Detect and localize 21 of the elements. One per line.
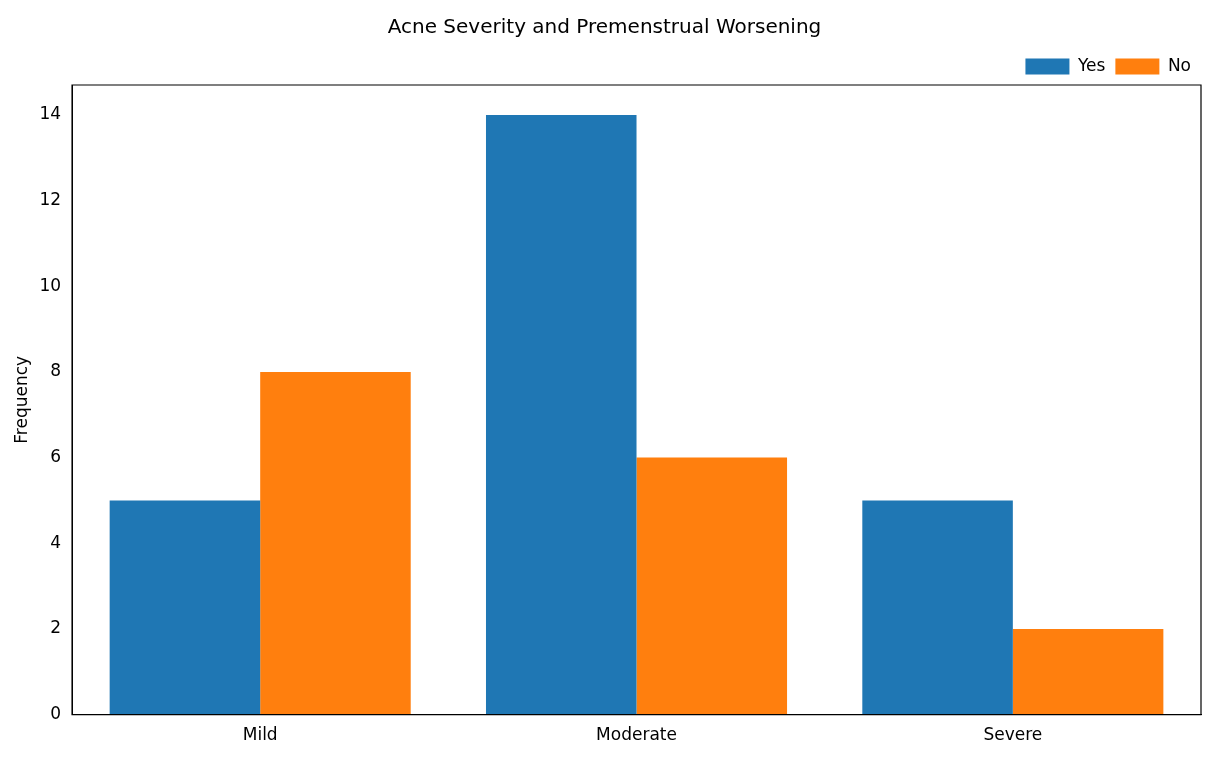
- y-axis-title: Frequency: [10, 355, 31, 444]
- bar: [260, 371, 411, 715]
- y-tick-label: 0: [50, 703, 62, 724]
- y-tick-label: 10: [39, 274, 62, 295]
- x-tick-label: Severe: [983, 724, 1043, 745]
- chart-title: Acne Severity and Premenstrual Worsening: [387, 14, 822, 39]
- bar: [862, 500, 1013, 715]
- y-tick-label: 8: [50, 360, 62, 381]
- bar: [485, 114, 637, 715]
- bar: [636, 457, 788, 715]
- y-tick-label: 6: [50, 446, 62, 467]
- legend-label: No: [1167, 54, 1192, 75]
- x-tick-label: Moderate: [596, 724, 677, 745]
- x-tick-label: Mild: [242, 724, 278, 745]
- bar: [109, 500, 261, 715]
- bar: [1012, 628, 1164, 715]
- y-tick-label: 12: [39, 189, 62, 210]
- y-tick-label: 4: [50, 531, 62, 552]
- y-tick-label: 2: [50, 617, 62, 638]
- y-tick-label: 14: [39, 103, 62, 124]
- legend-label: Yes: [1076, 54, 1106, 75]
